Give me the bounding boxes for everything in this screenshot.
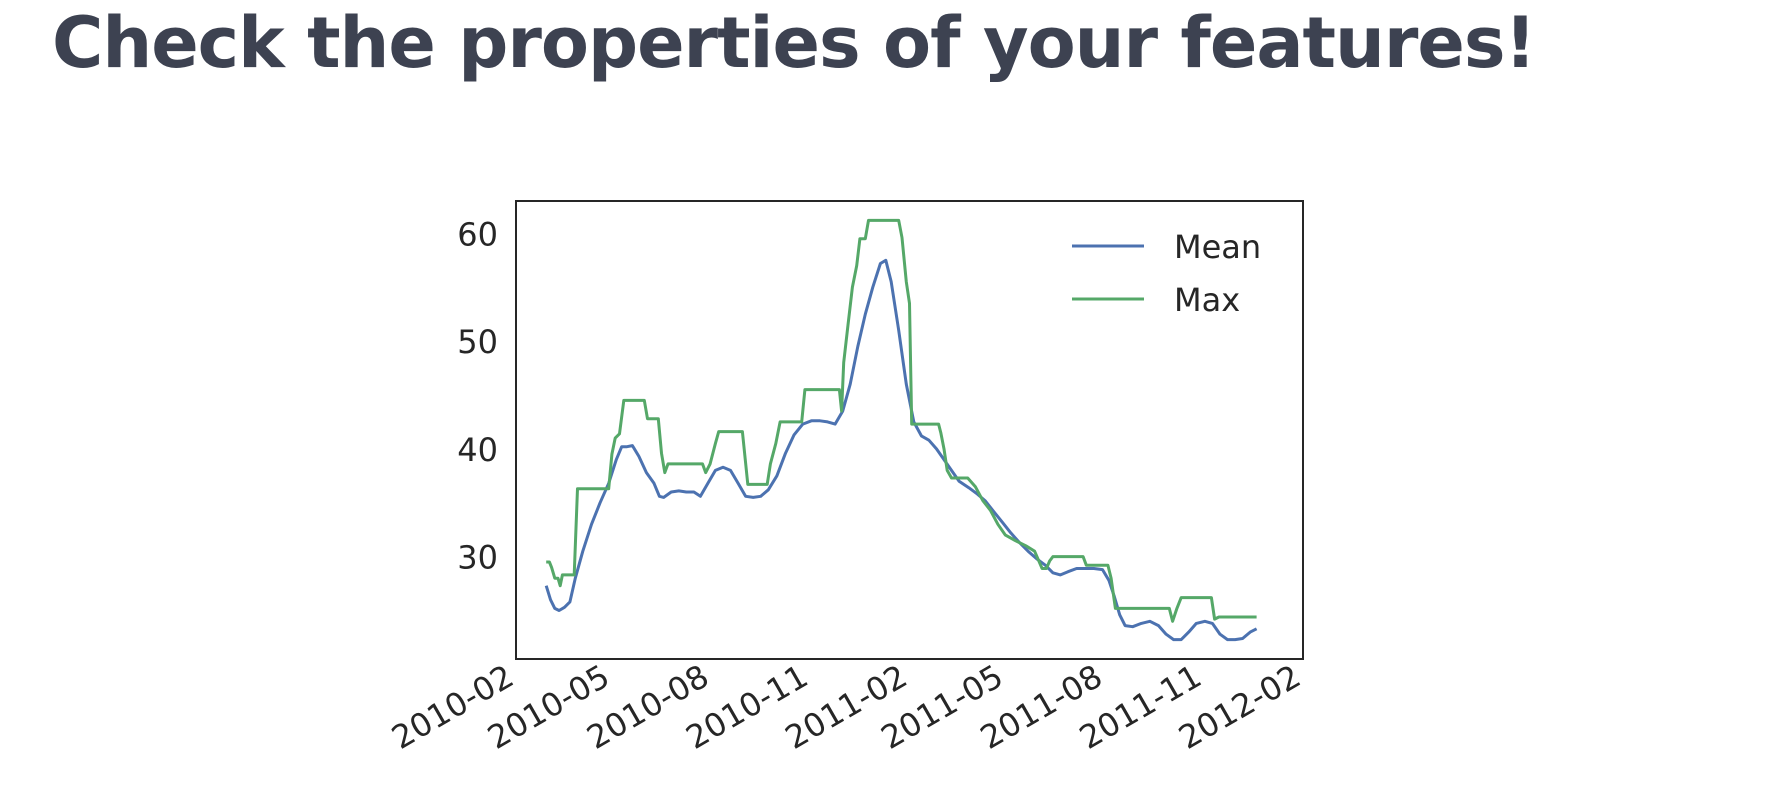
y-tick-label: 30 xyxy=(457,539,498,577)
x-axis-ticks: 2010-022010-052010-082010-112011-022011-… xyxy=(385,657,1307,757)
y-tick-label: 60 xyxy=(457,215,498,253)
y-tick-label: 50 xyxy=(457,323,498,361)
slide-title: Check the properties of your features! xyxy=(52,2,1536,84)
plot-frame xyxy=(515,200,1304,660)
legend-label-max: Max xyxy=(1174,281,1240,319)
legend-label-mean: Mean xyxy=(1174,228,1261,266)
series-line-mean xyxy=(544,258,1258,642)
y-axis-ticks: 30 40 50 60 xyxy=(457,215,498,576)
series-line-max xyxy=(546,218,1257,623)
plot-area xyxy=(544,218,1258,642)
y-tick-label: 40 xyxy=(457,431,498,469)
chart-legend: Mean Max xyxy=(1072,228,1261,319)
